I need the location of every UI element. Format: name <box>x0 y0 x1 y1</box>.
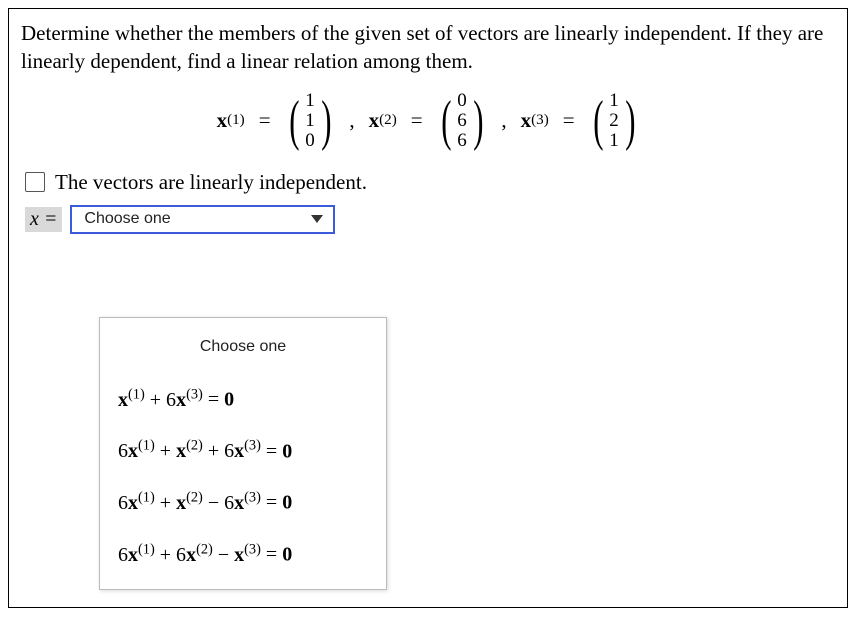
vector-2-value: ( 0 6 6 ) <box>437 91 488 151</box>
option-rhs: = 0 <box>261 544 292 566</box>
separator-comma: , <box>349 108 354 133</box>
relation-select-value: Choose one <box>84 210 170 228</box>
relation-select[interactable]: Choose one <box>70 205 335 234</box>
option-term: 6x(1) <box>118 492 155 514</box>
option-term: + 6x(2) <box>155 544 213 566</box>
vector-3-value: ( 1 2 1 ) <box>589 91 640 151</box>
option-term: − 6x(3) <box>203 492 261 514</box>
dropdown-option-1[interactable]: x(1) + 6x(3) = 0 <box>100 374 386 426</box>
equals-sign: = <box>259 108 271 133</box>
option-term: 6x(1) <box>118 544 155 566</box>
vector-definitions: x(1) = ( 1 1 0 ) , x(2) = ( 0 6 6 ) , <box>21 82 835 160</box>
independence-checkbox-row: The vectors are linearly independent. <box>25 170 835 195</box>
option-term: x(1) <box>118 389 145 411</box>
equals-sign: = <box>563 108 575 133</box>
chevron-down-icon <box>311 215 323 223</box>
vector-2-name: x(2) <box>369 108 397 133</box>
separator-comma: , <box>501 108 506 133</box>
vector-3-name: x(3) <box>521 108 549 133</box>
relation-dropdown: Choose one x(1) + 6x(3) = 06x(1) + x(2) … <box>99 317 387 590</box>
option-rhs: = 0 <box>261 440 292 462</box>
independence-checkbox[interactable] <box>25 172 45 192</box>
dropdown-option-3[interactable]: 6x(1) + x(2) − 6x(3) = 0 <box>100 477 386 529</box>
option-rhs: = 0 <box>203 389 234 411</box>
relation-select-row: x = Choose one <box>25 205 835 234</box>
option-term: + 6x(3) <box>145 389 203 411</box>
question-prompt: Determine whether the members of the giv… <box>21 19 835 76</box>
vector-1-name: x(1) <box>217 108 245 133</box>
option-rhs: = 0 <box>261 492 292 514</box>
option-term: + x(2) <box>155 492 203 514</box>
dropdown-header[interactable]: Choose one <box>100 332 386 374</box>
option-term: 6x(1) <box>118 440 155 462</box>
vector-1-value: ( 1 1 0 ) <box>285 91 336 151</box>
question-frame: Determine whether the members of the giv… <box>8 8 848 608</box>
dropdown-option-4[interactable]: 6x(1) + 6x(2) − x(3) = 0 <box>100 529 386 581</box>
x-equals-label: x = <box>25 207 62 232</box>
independence-checkbox-label: The vectors are linearly independent. <box>55 170 367 195</box>
option-term: − x(3) <box>213 544 261 566</box>
dropdown-option-2[interactable]: 6x(1) + x(2) + 6x(3) = 0 <box>100 426 386 478</box>
equals-sign: = <box>411 108 423 133</box>
option-term: + x(2) <box>155 440 203 462</box>
option-term: + 6x(3) <box>203 440 261 462</box>
